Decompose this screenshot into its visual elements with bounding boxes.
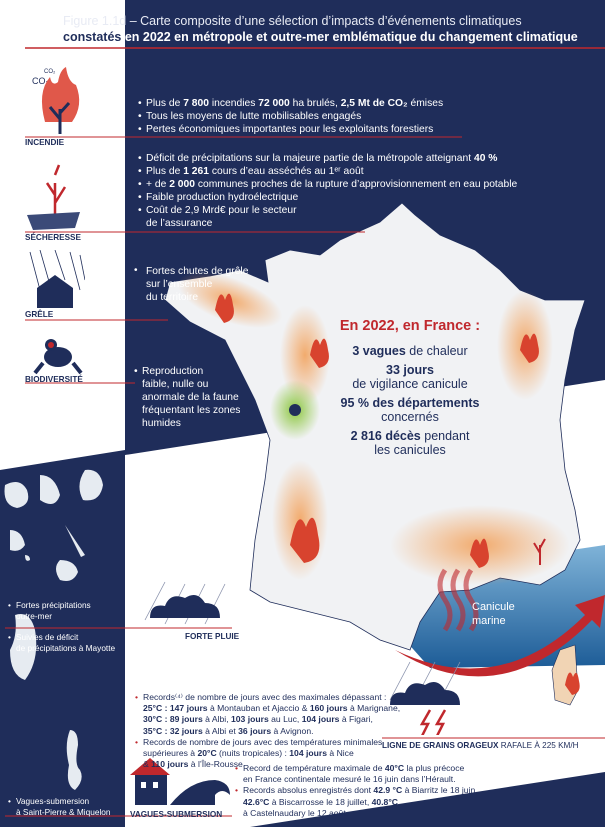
list-item-cont: à Castelnaudary le 12 août.	[243, 807, 349, 818]
list-item: Records⁽⁴⁾ de nombre de jours avec des m…	[135, 692, 400, 703]
title-text-2: en 2022 en métropole et outre-mer emblém…	[121, 30, 578, 44]
bio-line: fréquentant les zones	[142, 405, 241, 416]
list-item-cont: 30°C : 89 jours à Albi, 103 jours au Luc…	[143, 714, 373, 725]
grele-text: Fortes chutes de grêle sur l’ensemble du…	[138, 265, 248, 304]
list-item-cont: de l’assurance	[146, 218, 213, 229]
list-item: Suivies de déficit	[8, 632, 115, 643]
list-item-cont: à Saint-Pierre & Miquelon	[16, 807, 111, 817]
figure-number: Figure 1.1d	[63, 14, 127, 28]
rain-cloud-icon	[140, 580, 230, 630]
bio-line: Reproduction	[142, 366, 204, 377]
list-item-cont: 35°C : 32 jours à Albi et 36 jours à Avi…	[143, 725, 314, 736]
grains-label-rest: RAFALE À 225 KM/H	[498, 741, 579, 750]
list-item: Record de température maximale de 40°C l…	[235, 763, 478, 774]
burning-tree-icon: CO₂ CO₂	[30, 62, 90, 142]
grains-label-bold: LIGNE DE GRAINS ORAGEUX	[382, 741, 499, 750]
list-item: Records de nombre de jours avec des temp…	[135, 737, 400, 748]
list-item-cont: 25°C : 147 jours à Montauban et Ajaccio …	[143, 703, 401, 714]
stats-heading: En 2022, en France :	[339, 318, 481, 334]
list-item: Vagues-submersion	[8, 796, 111, 807]
list-item: Records absolus enregistrés dont 42.9 °C…	[235, 785, 478, 796]
co2-label: CO₂	[32, 76, 50, 86]
svg-text:CO₂: CO₂	[44, 69, 56, 75]
secheresse-label: SÉCHERESSE	[25, 233, 81, 242]
title-text-1: – Carte composite d’une sélection d’impa…	[126, 14, 522, 28]
stat-vigilance: 33 jours de vigilance canicule	[352, 363, 468, 391]
list-item-cont: outre-mer	[16, 611, 52, 621]
red-arrow-icon	[395, 595, 605, 677]
bio-line: anormale de la faune	[142, 392, 239, 403]
canicule-marine-label: Canicule marine	[472, 601, 515, 627]
hail-house-icon	[25, 249, 86, 315]
dry-tree-icon	[25, 160, 85, 235]
grele-line: Fortes chutes de grêle	[146, 266, 249, 277]
secheresse-list: Déficit de précipitations sur la majeure…	[138, 152, 517, 230]
incendie-label: INCENDIE	[25, 138, 65, 147]
list-item-cont: de précipitations à Mayotte	[16, 643, 116, 653]
records-list-2: Record de température maximale de 40°C l…	[235, 763, 478, 819]
list-item: Plus de 7 800 incendies 72 000 ha brulés…	[138, 97, 443, 110]
section-dividers	[5, 136, 605, 817]
grele-line: sur l’ensemble	[146, 279, 213, 290]
biodiversite-label: BIODIVERSITÉ	[25, 375, 83, 384]
list-item: Coût de 2,9 Mrd€ pour le secteur	[138, 204, 517, 217]
flooded-house-icon	[125, 755, 235, 815]
figure-title-line2: constatés en 2022 en métropole et outre-…	[63, 30, 578, 44]
bio-line: humides	[142, 418, 181, 429]
stat-heatwaves: 3 vagues de chaleur	[352, 344, 468, 358]
list-item: Fortes précipitations	[8, 600, 91, 611]
list-item-cont: supérieures à 20°C (nuits tropicales) : …	[143, 748, 354, 759]
navy-panel-bottom	[250, 772, 605, 827]
list-item: Déficit de précipitations sur la majeure…	[138, 152, 517, 165]
incendie-list: Plus de 7 800 incendies 72 000 ha brulés…	[138, 97, 443, 136]
grele-line: du territoire	[146, 292, 199, 303]
list-item: Plus de 1 261 cours d’eau asséchés au 1ᵉ…	[138, 165, 517, 178]
list-item: Pertes économiques importantes pour les …	[138, 123, 443, 136]
list-item: Tous les moyens de lutte mobilisables en…	[138, 110, 443, 123]
dry-tree-marker	[533, 538, 546, 565]
list-item-cont: & 110 jours à l’Île-Rousse.	[143, 759, 246, 770]
list-item: + de 2 000 communes proches de la ruptur…	[138, 178, 517, 191]
heat-waves-icon	[437, 568, 479, 632]
outremer-islands	[4, 469, 103, 790]
records-list-1: Records⁽⁴⁾ de nombre de jours avec des m…	[135, 692, 400, 770]
frog-marker	[289, 404, 301, 416]
stat-deces: 2 816 décès pendant les canicules	[350, 429, 470, 457]
france-stats: En 2022, en France : 3 vagues de chaleur…	[320, 318, 500, 462]
list-item-cont: 42.6°C à Biscarrosse le 18 juillet, 40.8…	[243, 796, 398, 807]
vagues-label: VAGUES-SUBMERSION	[130, 810, 223, 819]
frog-icon	[33, 335, 83, 380]
stat-departements: 95 % des départements concernés	[340, 396, 480, 424]
grele-label: GRÊLE	[25, 310, 54, 319]
bio-line: faible, nulle ou	[142, 379, 209, 390]
grains-label: LIGNE DE GRAINS ORAGEUX RAFALE À 225 KM/…	[382, 741, 579, 750]
list-item-cont: en France continentale mesuré le 16 juin…	[243, 774, 456, 785]
figure-title-line1: Figure 1.1d – Carte composite d’une séle…	[63, 14, 522, 28]
biodiversite-text: • Reproduction faible, nulle ou anormale …	[134, 366, 241, 429]
title-lead: constatés	[63, 30, 122, 44]
list-item: Faible production hydroélectrique	[138, 191, 517, 204]
bullet: •	[134, 265, 138, 276]
forte-pluie-label: FORTE PLUIE	[185, 632, 240, 641]
